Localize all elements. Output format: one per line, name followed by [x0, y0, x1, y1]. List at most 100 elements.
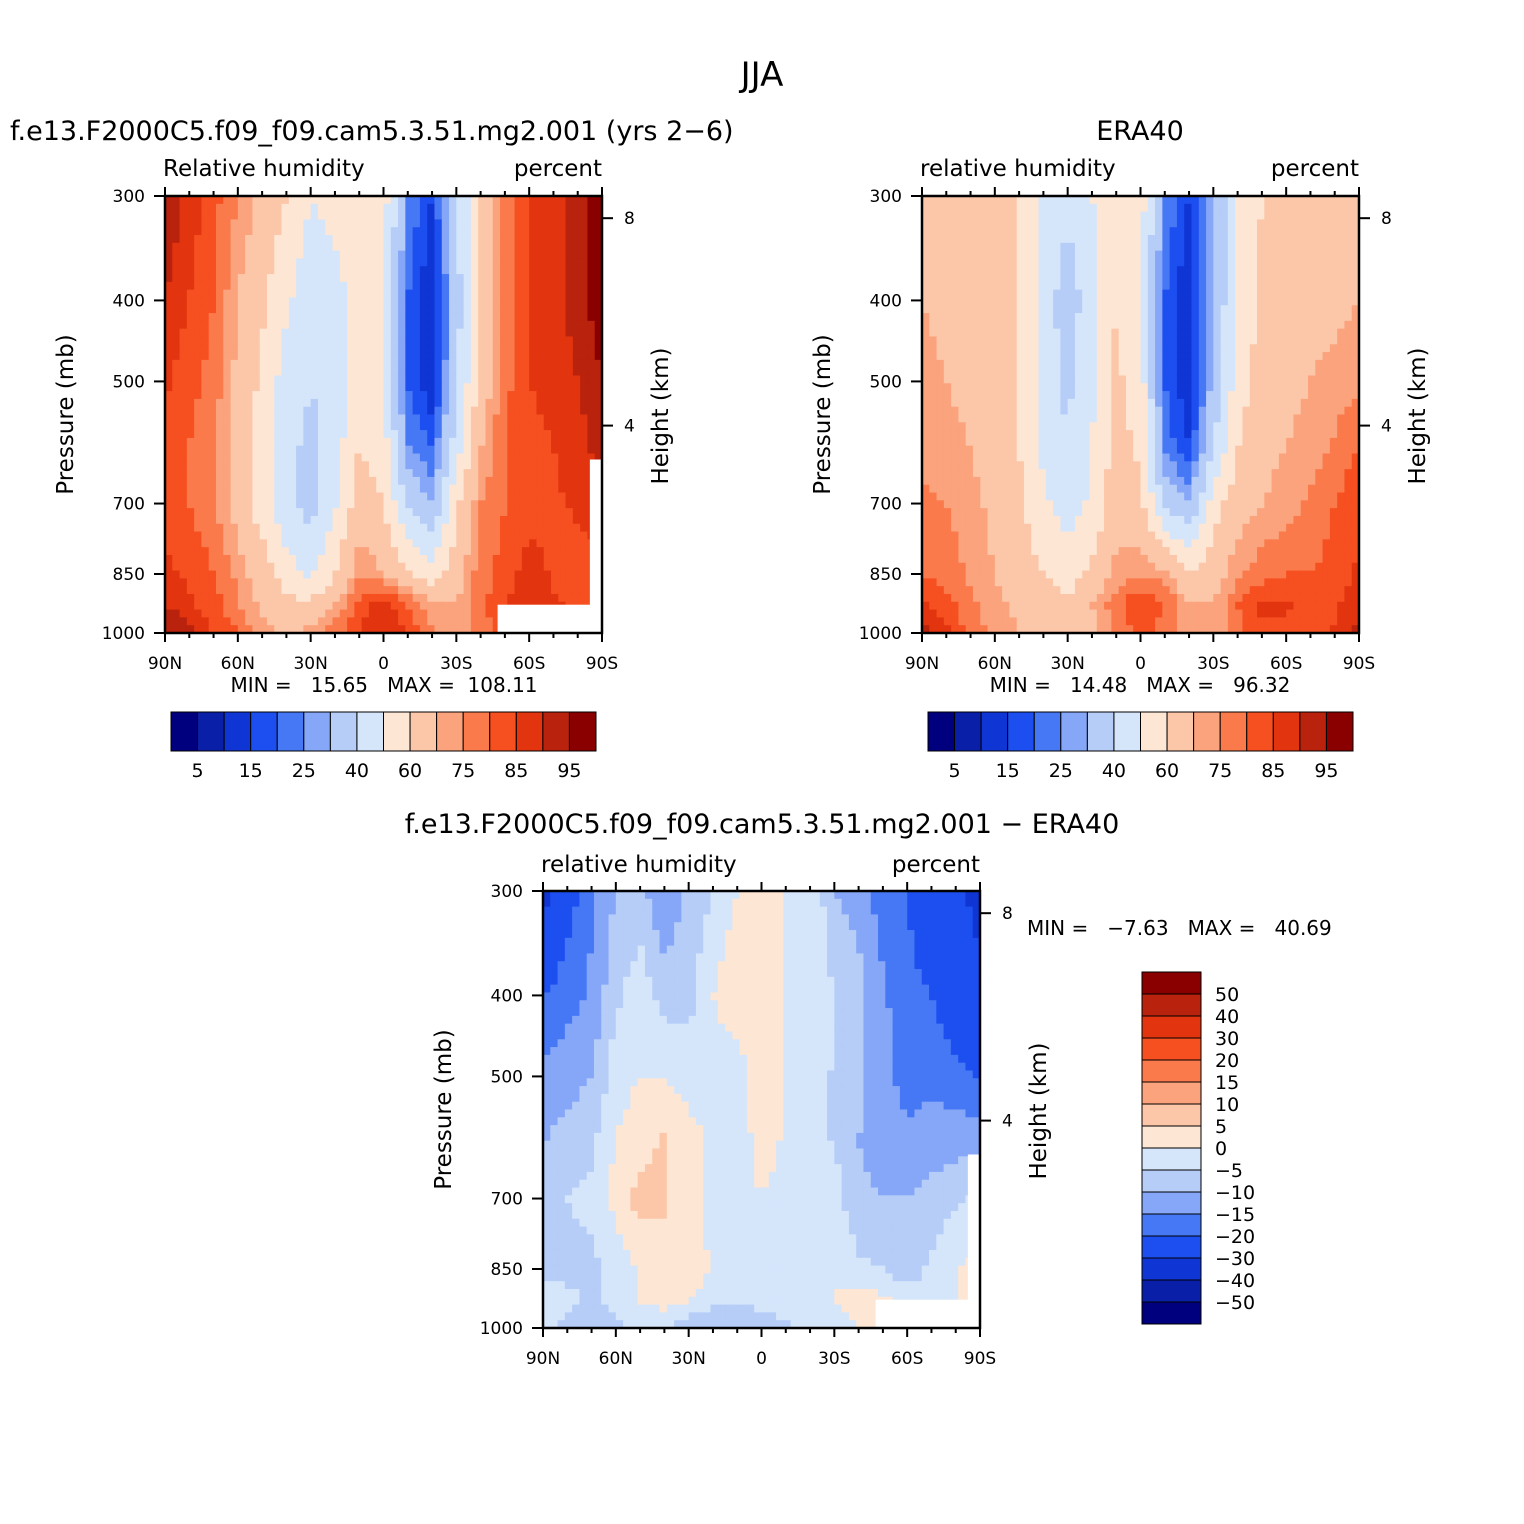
contour-cell	[1191, 320, 1200, 330]
contour-cell	[259, 422, 268, 431]
contour-cell	[558, 196, 567, 205]
contour-cell	[303, 570, 312, 579]
contour-cell	[529, 515, 538, 525]
contour-cell	[223, 289, 232, 299]
contour-cell	[470, 375, 479, 384]
panel-model-plot: 90N 60N 30N 0 30S 60S 90S300400500700850100084…	[53, 187, 674, 674]
contour-cell	[215, 313, 224, 322]
contour-cell	[405, 484, 414, 494]
contour-cell	[922, 242, 930, 252]
contour-cell	[1016, 258, 1025, 267]
contour-cell	[274, 476, 283, 486]
contour-cell	[215, 289, 224, 299]
contour-cell	[572, 297, 581, 306]
contour-cell	[347, 453, 355, 462]
contour-cell	[259, 367, 268, 377]
contour-cell	[1016, 336, 1025, 345]
contour-cell	[500, 547, 508, 556]
contour-cell	[1278, 219, 1287, 228]
contour-cell	[594, 383, 602, 392]
contour-cell	[419, 398, 428, 408]
contour-cell	[288, 266, 297, 275]
contour-cell	[580, 531, 589, 540]
contour-cell	[478, 266, 487, 275]
contour-cell	[943, 375, 952, 384]
contour-cell	[266, 476, 275, 486]
contour-cell	[266, 500, 275, 509]
contour-cell	[514, 313, 523, 322]
contour-cell	[347, 508, 355, 517]
contour-cell	[361, 391, 370, 400]
contour-cell	[463, 484, 472, 494]
contour-cell	[441, 391, 450, 400]
contour-cell	[1271, 297, 1280, 306]
contour-cell	[1009, 383, 1018, 392]
contour-cell	[587, 344, 596, 353]
contour-cell	[398, 500, 406, 509]
contour-cell	[470, 352, 479, 361]
contour-cell	[252, 242, 261, 252]
contour-cell	[951, 336, 960, 345]
contour-cell	[215, 258, 224, 267]
contour-cell	[361, 235, 370, 244]
contour-cell	[354, 515, 363, 525]
contour-cell	[332, 414, 341, 423]
contour-cell	[958, 258, 967, 267]
contour-cell	[252, 593, 261, 603]
contour-cell	[580, 437, 589, 447]
contour-cell	[1213, 375, 1222, 384]
contour-cell	[383, 398, 392, 408]
contour-cell	[1329, 328, 1338, 338]
contour-cell	[427, 274, 436, 283]
contour-cell	[230, 320, 239, 330]
contour-cell	[179, 554, 188, 564]
contour-cell	[958, 375, 967, 384]
contour-cell	[434, 586, 443, 595]
contour-cell	[929, 375, 938, 384]
contour-cell	[449, 328, 457, 338]
contour-cell	[281, 406, 290, 416]
contour-cell	[1104, 219, 1112, 228]
contour-cell	[245, 593, 253, 603]
contour-cell	[929, 266, 938, 275]
contour-cell	[223, 328, 232, 338]
contour-cell	[281, 250, 290, 260]
contour-cell	[427, 398, 436, 408]
contour-cell	[332, 289, 341, 299]
contour-cell	[1184, 203, 1193, 213]
contour-cell	[434, 547, 443, 556]
contour-cell	[259, 359, 268, 369]
contour-cell	[303, 578, 312, 587]
contour-cell	[427, 313, 436, 322]
contour-cell	[529, 297, 538, 306]
contour-cell	[427, 617, 436, 626]
contour-cell	[317, 469, 326, 478]
contour-cell	[536, 352, 545, 361]
contour-cell	[419, 359, 428, 369]
contour-cell	[929, 313, 938, 322]
contour-cell	[463, 398, 472, 408]
contour-cell	[1271, 344, 1280, 353]
contour-cell	[478, 515, 487, 525]
contour-cell	[936, 235, 945, 244]
contour-cell	[361, 297, 370, 306]
contour-cell	[1111, 274, 1120, 283]
contour-cell	[965, 336, 974, 345]
contour-cell	[1286, 336, 1295, 345]
contour-cell	[1286, 375, 1295, 384]
contour-cell	[347, 196, 355, 205]
contour-cell	[215, 476, 224, 486]
colorbar-box	[276, 711, 305, 752]
contour-cell	[339, 437, 348, 447]
contour-cell	[470, 227, 479, 236]
contour-cell	[587, 203, 596, 213]
contour-cell	[230, 266, 239, 275]
contour-cell	[529, 570, 538, 579]
contour-cell	[1220, 203, 1229, 213]
contour-cell	[1220, 344, 1229, 353]
contour-cell	[390, 320, 399, 330]
contour-cell	[1009, 196, 1018, 205]
contour-cell	[419, 609, 428, 618]
contour-cell	[347, 297, 355, 306]
contour-cell	[412, 578, 421, 587]
